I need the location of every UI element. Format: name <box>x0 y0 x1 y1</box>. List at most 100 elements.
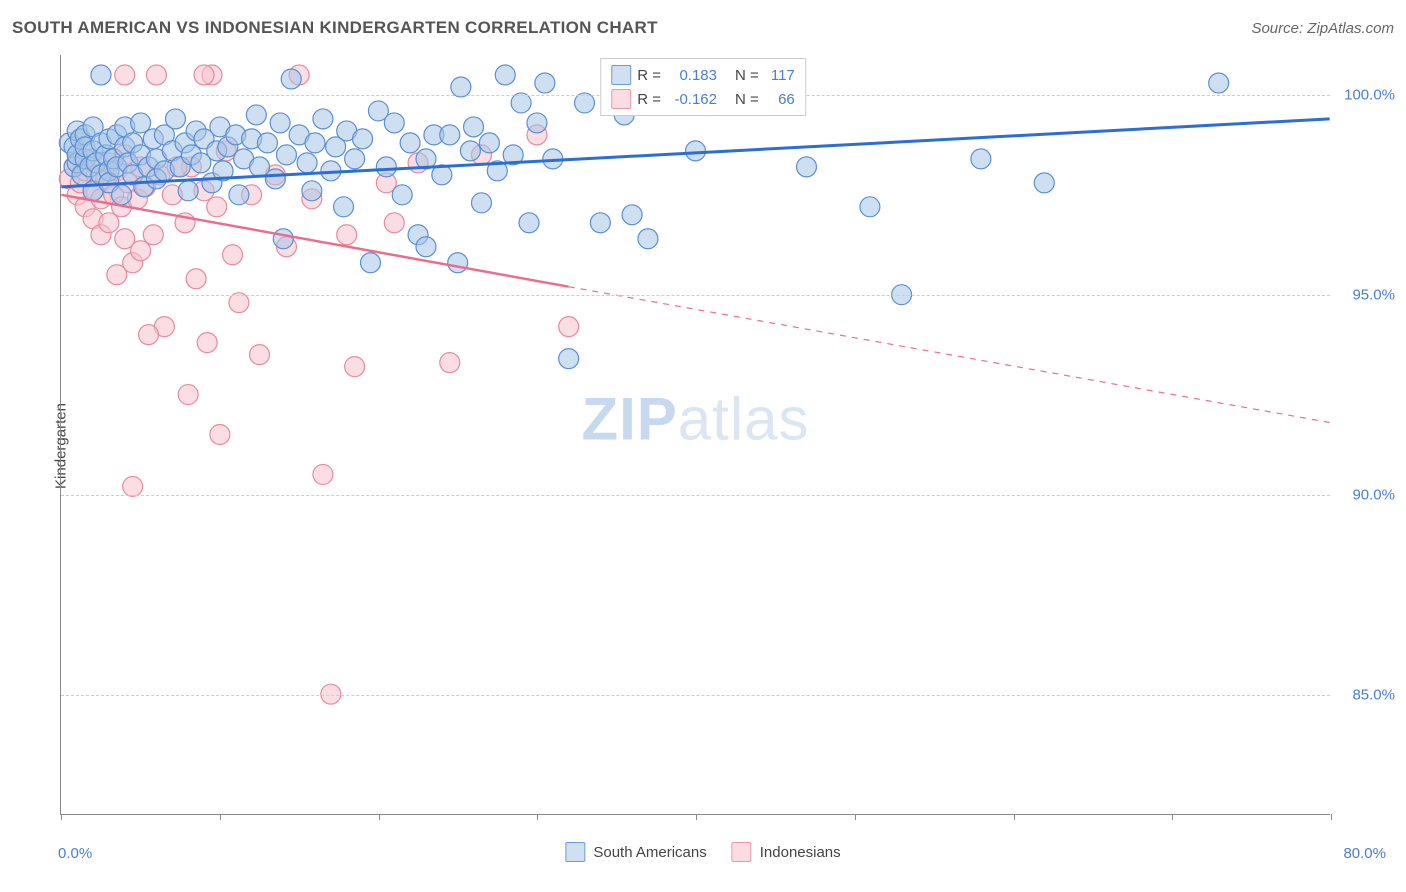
n-value-pink: 66 <box>765 91 795 108</box>
scatter-point <box>1209 73 1229 93</box>
scatter-point <box>337 225 357 245</box>
x-tick <box>220 814 221 820</box>
chart-title: SOUTH AMERICAN VS INDONESIAN KINDERGARTE… <box>12 18 658 38</box>
swatch-pink-icon <box>611 89 631 109</box>
regression-line <box>569 287 1330 423</box>
legend-item-blue: South Americans <box>565 842 706 862</box>
n-label: N = <box>735 91 759 108</box>
x-tick <box>379 814 380 820</box>
scatter-point <box>384 213 404 233</box>
scatter-point <box>345 149 365 169</box>
source-label: Source: ZipAtlas.com <box>1251 20 1394 37</box>
scatter-point <box>143 225 163 245</box>
y-tick-label: 85.0% <box>1352 687 1395 704</box>
swatch-blue-icon <box>611 65 631 85</box>
scatter-point <box>376 157 396 177</box>
n-value-blue: 117 <box>765 67 795 84</box>
scatter-point <box>305 133 325 153</box>
scatter-point <box>297 153 317 173</box>
x-tick <box>1172 814 1173 820</box>
y-tick-label: 95.0% <box>1352 287 1395 304</box>
scatter-point <box>223 245 243 265</box>
gridline <box>61 495 1330 496</box>
y-tick-label: 90.0% <box>1352 487 1395 504</box>
scatter-point <box>313 464 333 484</box>
scatter-point <box>590 213 610 233</box>
scatter-point <box>131 113 151 133</box>
header: SOUTH AMERICAN VS INDONESIAN KINDERGARTE… <box>12 18 1394 38</box>
x-axis-max-label: 80.0% <box>1343 845 1386 862</box>
scatter-point <box>131 241 151 261</box>
legend-item-pink: Indonesians <box>732 842 841 862</box>
y-tick-label: 100.0% <box>1344 87 1395 104</box>
scatter-point <box>194 65 214 85</box>
swatch-pink-icon <box>732 842 752 862</box>
x-tick <box>696 814 697 820</box>
x-tick <box>1014 814 1015 820</box>
scatter-point <box>270 113 290 133</box>
scatter-point <box>265 169 285 189</box>
scatter-point <box>281 69 301 89</box>
scatter-point <box>361 253 381 273</box>
r-value-pink: -0.162 <box>669 91 717 108</box>
gridline <box>61 695 1330 696</box>
scatter-point <box>416 237 436 257</box>
chart-container: SOUTH AMERICAN VS INDONESIAN KINDERGARTE… <box>0 0 1406 892</box>
scatter-point <box>796 157 816 177</box>
legend-stats-pink: R = -0.162 N = 66 <box>611 87 795 111</box>
scatter-point <box>392 185 412 205</box>
scatter-point <box>99 213 119 233</box>
scatter-point <box>535 73 555 93</box>
scatter-point <box>210 425 230 445</box>
r-label: R = <box>637 91 661 108</box>
scatter-point <box>638 229 658 249</box>
scatter-point <box>559 349 579 369</box>
scatter-point <box>207 197 227 217</box>
scatter-point <box>123 476 143 496</box>
x-axis-min-label: 0.0% <box>58 845 92 862</box>
scatter-point <box>197 333 217 353</box>
legend-label-pink: Indonesians <box>760 844 841 861</box>
legend-stats-blue: R = 0.183 N = 117 <box>611 63 795 87</box>
scatter-point <box>860 197 880 217</box>
scatter-point <box>622 205 642 225</box>
scatter-point <box>464 117 484 137</box>
scatter-point <box>1034 173 1054 193</box>
scatter-point <box>276 145 296 165</box>
scatter-point <box>112 185 132 205</box>
x-tick <box>537 814 538 820</box>
scatter-point <box>257 133 277 153</box>
plot-svg <box>61 55 1330 814</box>
scatter-point <box>448 253 468 273</box>
scatter-point <box>250 345 270 365</box>
swatch-blue-icon <box>565 842 585 862</box>
scatter-point <box>971 149 991 169</box>
scatter-point <box>178 181 198 201</box>
scatter-point <box>519 213 539 233</box>
plot-area: ZIPatlas 85.0%90.0%95.0%100.0% <box>60 55 1330 815</box>
scatter-point <box>302 181 322 201</box>
scatter-point <box>246 105 266 125</box>
scatter-point <box>115 65 135 85</box>
scatter-point <box>471 193 491 213</box>
scatter-point <box>686 141 706 161</box>
scatter-point <box>178 385 198 405</box>
scatter-point <box>479 133 499 153</box>
gridline <box>61 295 1330 296</box>
scatter-point <box>139 325 159 345</box>
scatter-point <box>559 317 579 337</box>
legend-label-blue: South Americans <box>593 844 706 861</box>
scatter-point <box>527 113 547 133</box>
x-tick <box>1331 814 1332 820</box>
n-label: N = <box>735 67 759 84</box>
r-label: R = <box>637 67 661 84</box>
scatter-point <box>313 109 333 129</box>
scatter-point <box>345 357 365 377</box>
scatter-point <box>460 141 480 161</box>
x-tick <box>61 814 62 820</box>
scatter-point <box>384 113 404 133</box>
scatter-point <box>146 65 166 85</box>
r-value-blue: 0.183 <box>669 67 717 84</box>
scatter-point <box>451 77 471 97</box>
scatter-point <box>334 197 354 217</box>
